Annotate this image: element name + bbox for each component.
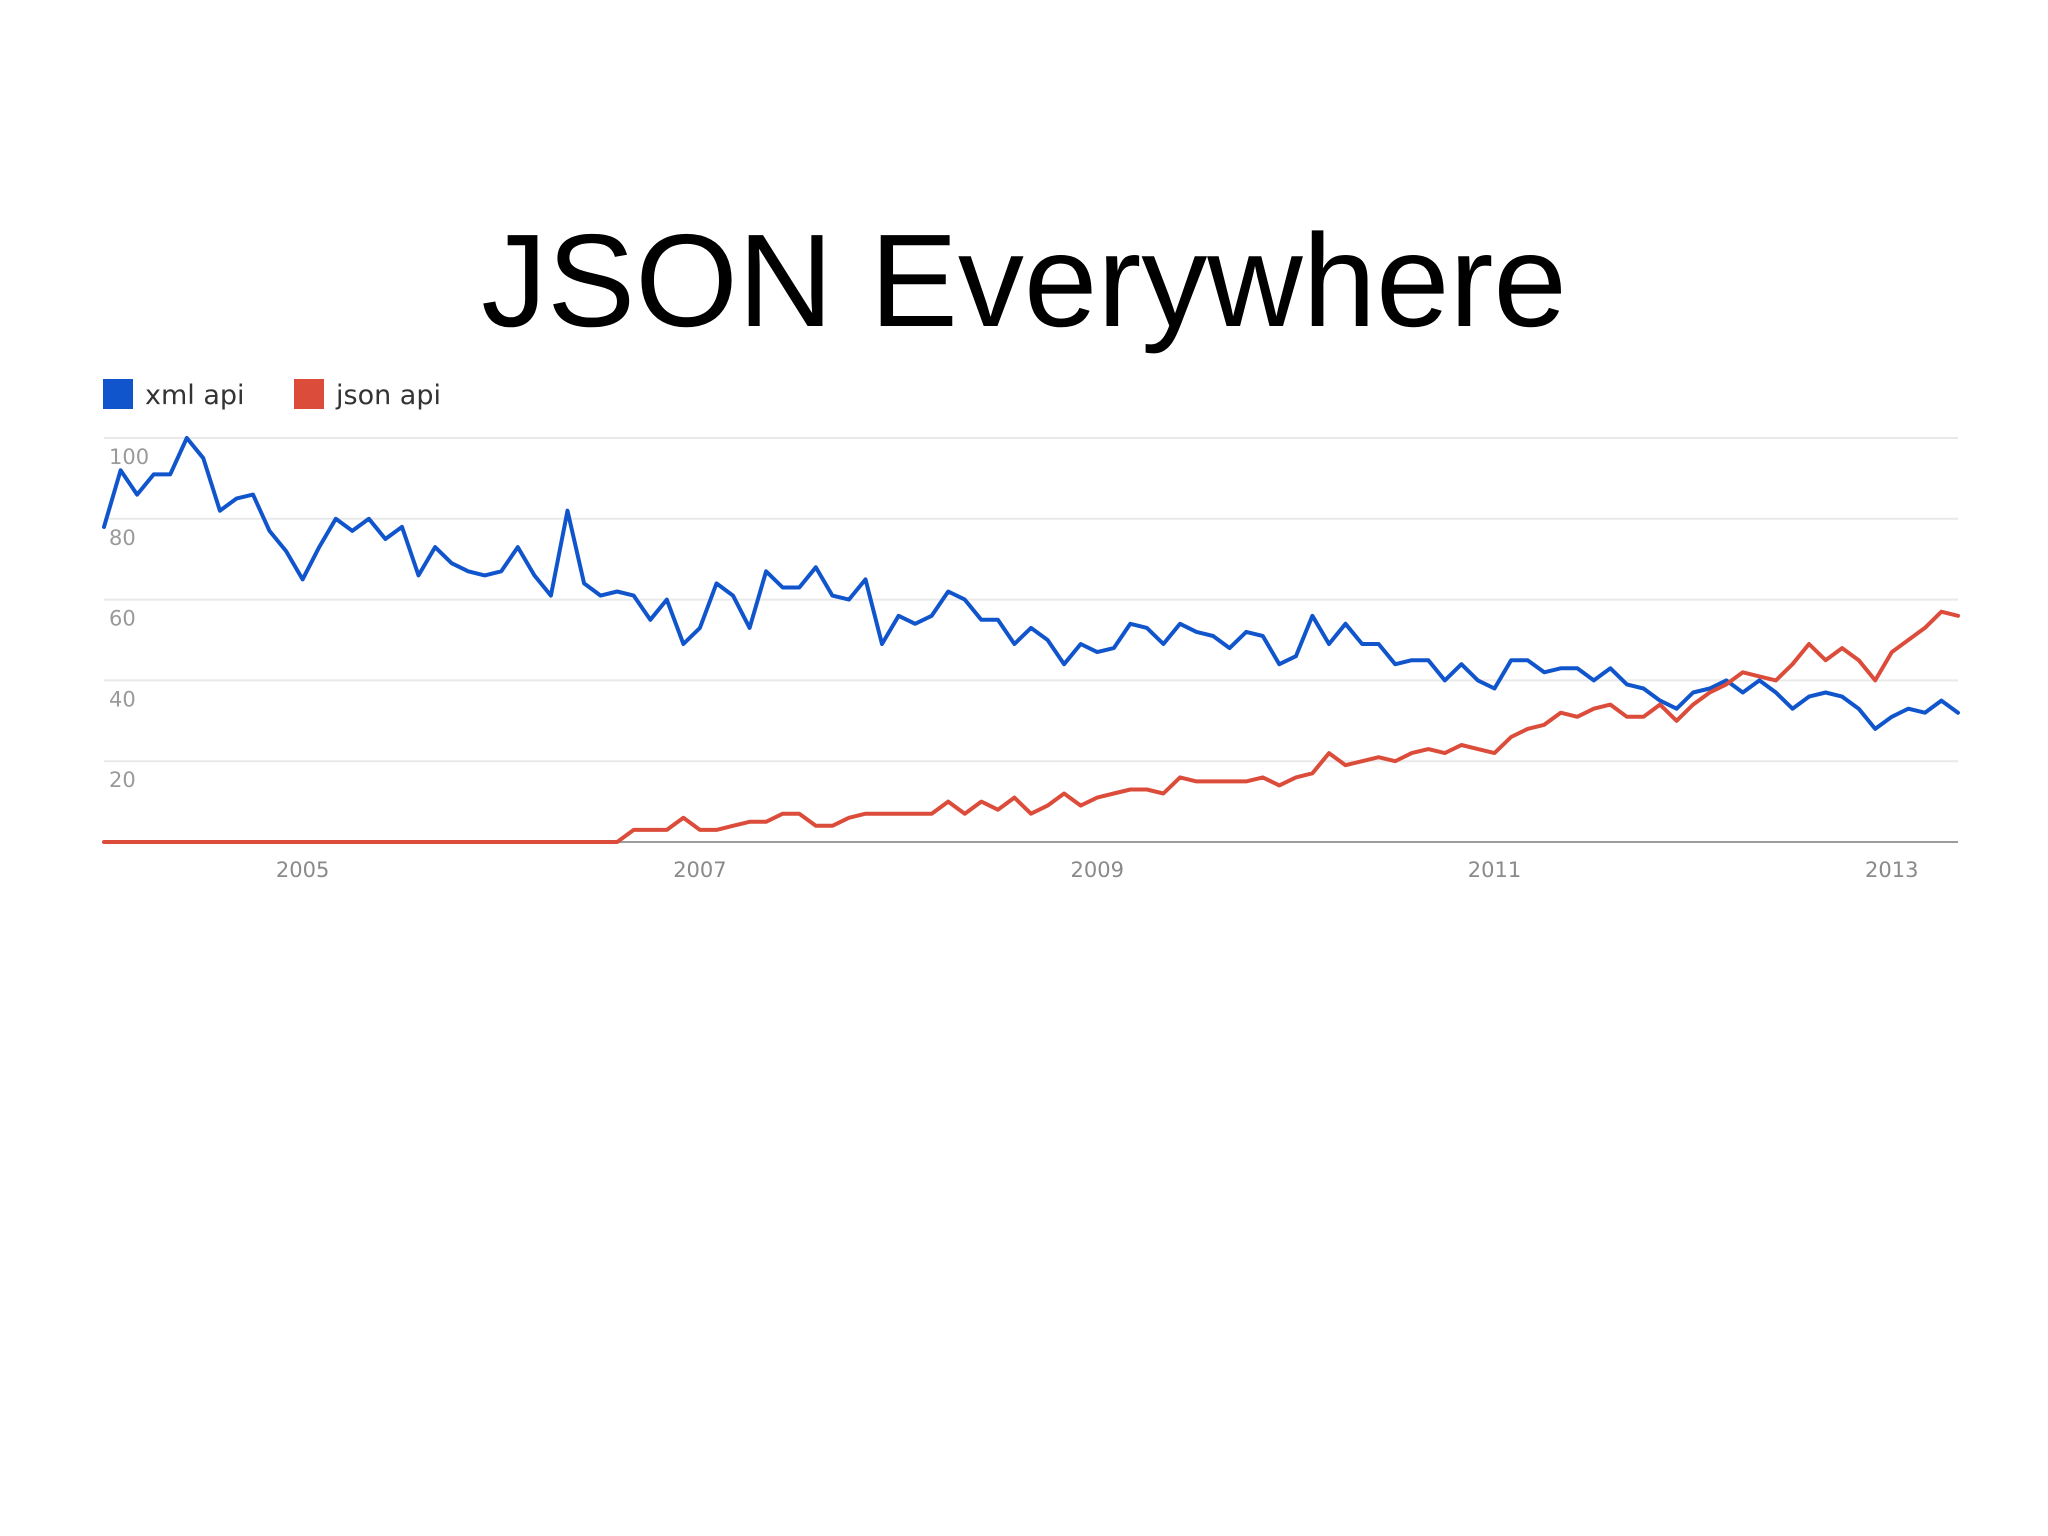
y-tick-label: 40: [109, 687, 136, 711]
x-axis-labels: 2005 2007 2009 2011 2013: [276, 858, 1919, 882]
chart-gridlines: [104, 437, 1958, 843]
y-tick-label: 60: [109, 607, 136, 631]
series-line-xml-api: [102, 436, 1960, 731]
y-tick-label: 100: [109, 445, 149, 469]
chart-legend: xml api json api: [103, 379, 441, 411]
series-line-json-api: [102, 609, 1960, 844]
x-tick-label: 2005: [276, 858, 329, 882]
x-tick-label: 2011: [1468, 858, 1521, 882]
legend-label: xml api: [145, 380, 245, 411]
chart-series: [102, 436, 1960, 844]
y-tick-label: 20: [109, 768, 136, 792]
slide-title: JSON Everywhere: [481, 207, 1567, 355]
y-tick-label: 80: [109, 526, 136, 550]
legend-label: json api: [335, 380, 441, 411]
x-tick-label: 2009: [1070, 858, 1123, 882]
legend-swatch-xml-api: [103, 379, 133, 409]
y-axis-labels: 20 40 60 80 100: [109, 445, 149, 792]
x-tick-label: 2007: [673, 858, 726, 882]
x-tick-label: 2013: [1865, 858, 1918, 882]
legend-swatch-json-api: [294, 379, 324, 409]
